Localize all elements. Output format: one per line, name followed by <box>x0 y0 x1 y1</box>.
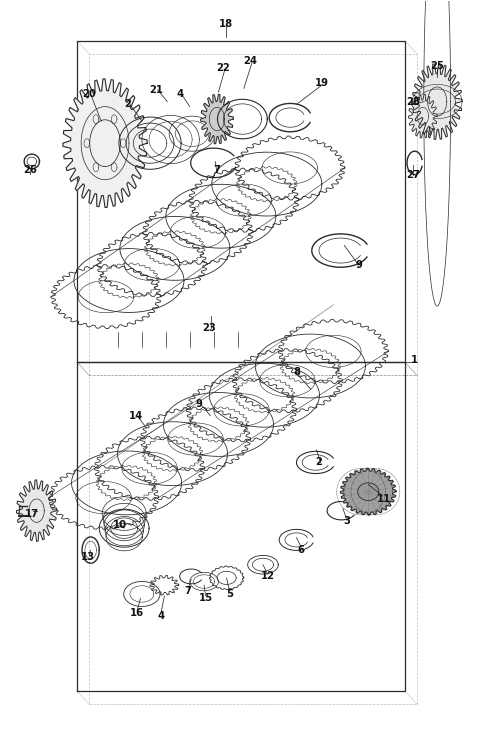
Text: 15: 15 <box>198 594 213 603</box>
Text: 11: 11 <box>376 494 391 504</box>
Polygon shape <box>408 94 437 138</box>
Text: 7: 7 <box>185 586 192 596</box>
Text: 1: 1 <box>411 355 418 365</box>
Text: 12: 12 <box>261 572 275 581</box>
Text: 18: 18 <box>218 19 233 29</box>
Text: 4: 4 <box>177 89 184 100</box>
Text: 25: 25 <box>430 61 444 72</box>
Text: 19: 19 <box>314 78 328 88</box>
Text: 4: 4 <box>157 611 165 621</box>
Text: 27: 27 <box>407 170 420 179</box>
Text: 21: 21 <box>149 85 163 95</box>
Text: 26: 26 <box>24 165 37 175</box>
Text: 9: 9 <box>355 260 362 270</box>
Text: 10: 10 <box>112 520 126 530</box>
Polygon shape <box>412 64 462 139</box>
Text: 17: 17 <box>25 509 39 518</box>
Polygon shape <box>340 468 396 515</box>
Polygon shape <box>16 480 57 542</box>
Text: 14: 14 <box>129 411 143 421</box>
Polygon shape <box>63 79 147 207</box>
Text: 28: 28 <box>406 97 420 107</box>
Text: 20: 20 <box>83 89 96 100</box>
Text: 22: 22 <box>216 63 230 73</box>
Text: 2: 2 <box>124 100 131 110</box>
Polygon shape <box>201 94 233 143</box>
Text: 3: 3 <box>343 516 350 526</box>
Text: 5: 5 <box>226 589 233 599</box>
Text: 24: 24 <box>243 56 258 66</box>
Text: 8: 8 <box>293 367 300 377</box>
Text: 23: 23 <box>202 323 216 333</box>
Text: 7: 7 <box>214 165 220 175</box>
Text: 13: 13 <box>81 553 95 562</box>
Text: 6: 6 <box>298 545 305 555</box>
Text: 9: 9 <box>196 399 203 409</box>
Text: 16: 16 <box>130 608 144 618</box>
Text: 2: 2 <box>315 458 323 468</box>
